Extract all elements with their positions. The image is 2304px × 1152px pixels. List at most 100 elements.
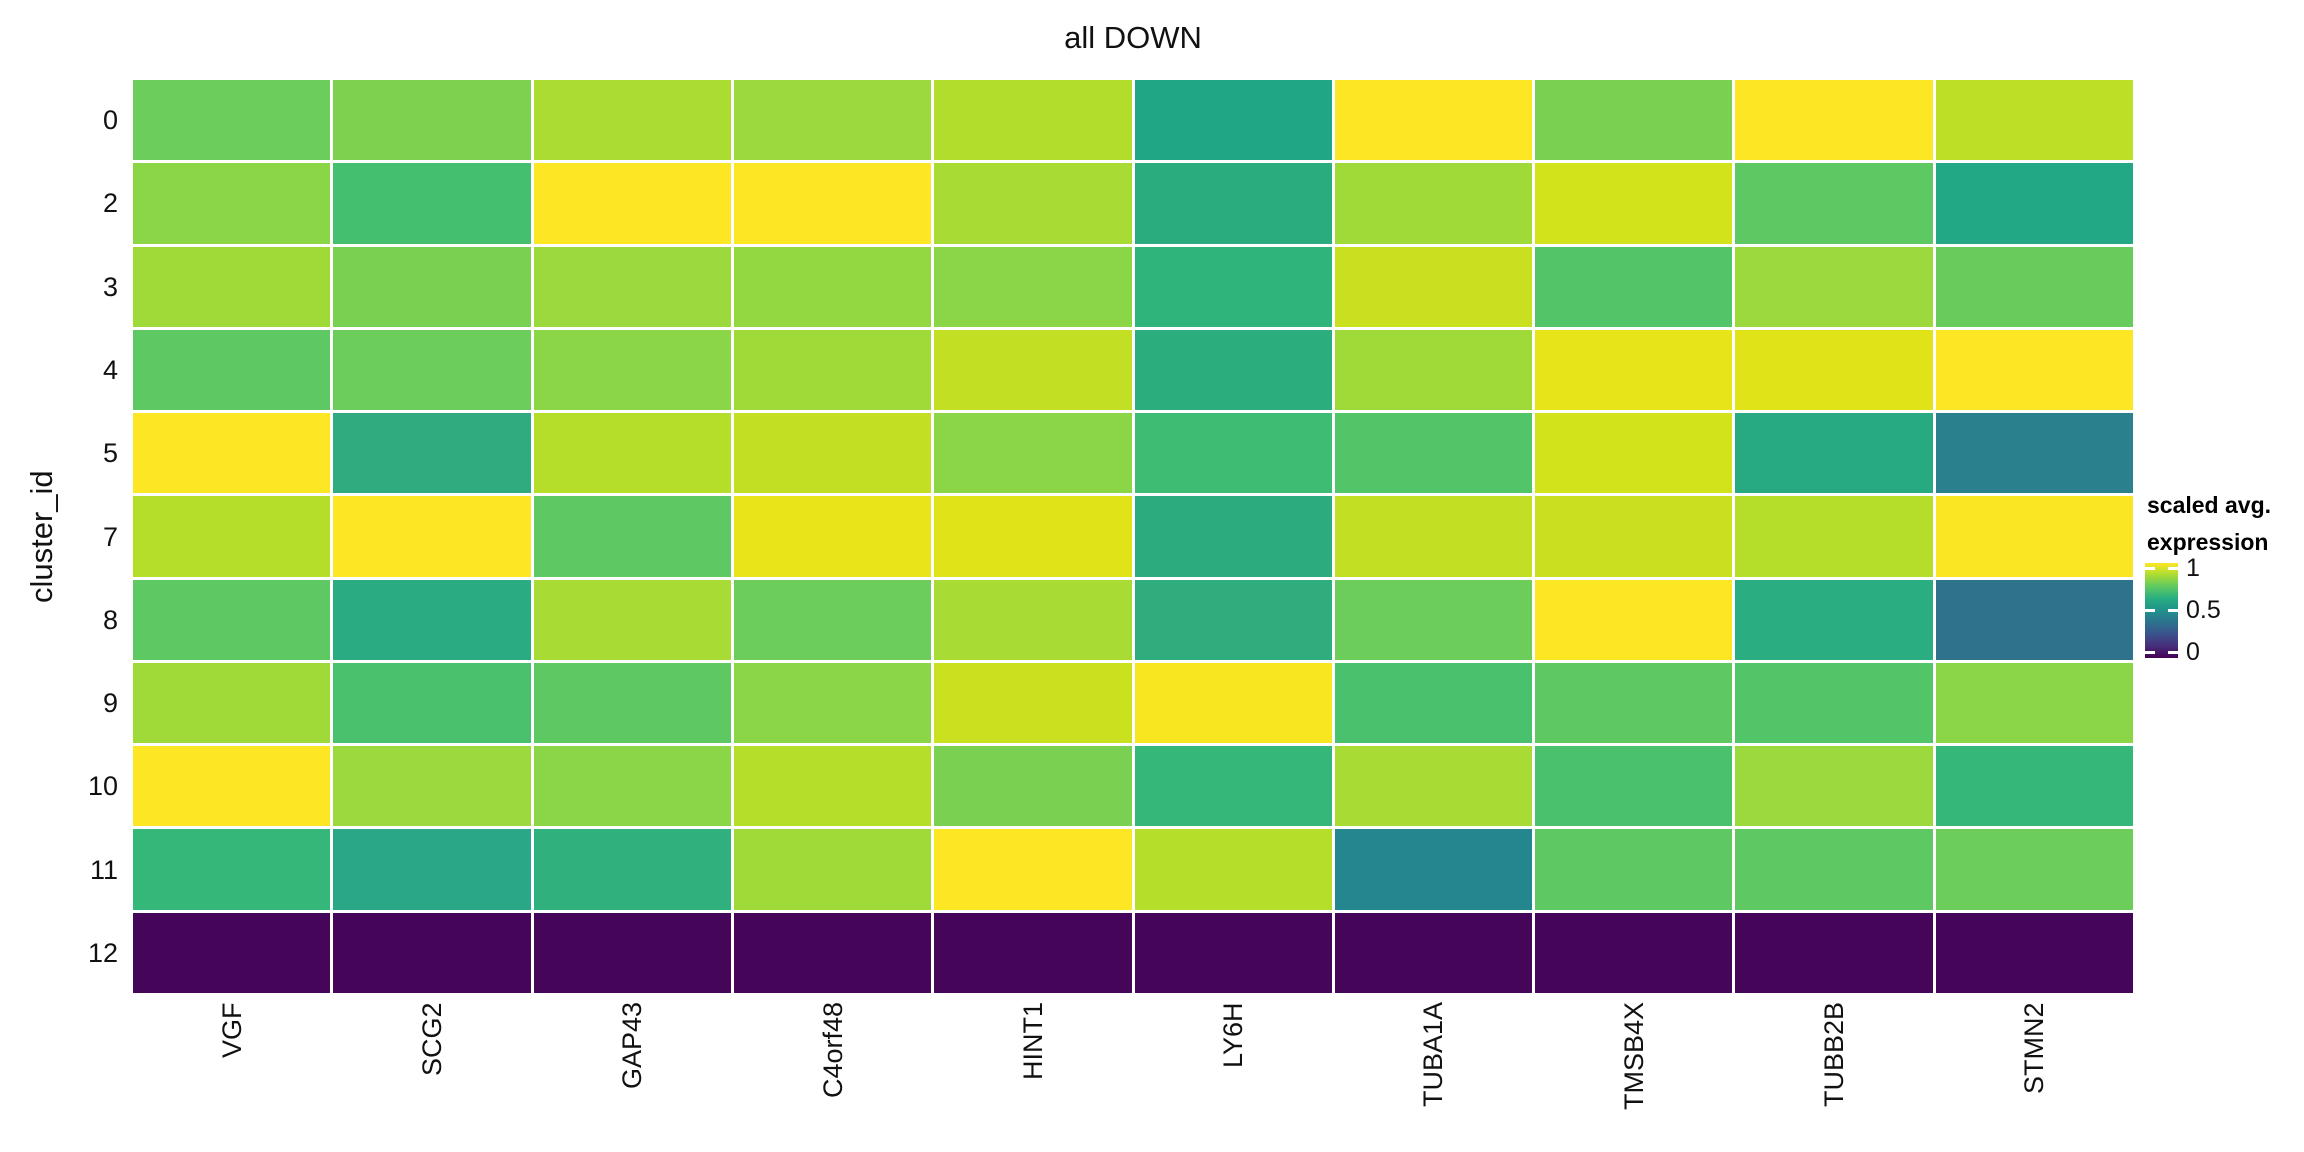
- heatmap-cell: [1134, 829, 1332, 910]
- heatmap-cell: [533, 413, 731, 494]
- heatmap-cell: [733, 829, 932, 910]
- heatmap-cell: [133, 246, 331, 327]
- heatmap-cell: [333, 246, 531, 327]
- heatmap-cell: [1334, 746, 1533, 827]
- heatmap-cell: [1535, 912, 1733, 993]
- heatmap-cell: [533, 496, 731, 577]
- heatmap-cell: [1334, 579, 1533, 660]
- heatmap-cell: [934, 496, 1132, 577]
- heatmap-cell: [1334, 662, 1533, 744]
- heatmap-cell: [533, 246, 731, 327]
- heatmap-cell: [133, 662, 331, 744]
- heatmap-cell: [1334, 829, 1533, 910]
- heatmap-cell: [1134, 579, 1332, 660]
- heatmap-cell: [733, 662, 932, 744]
- heatmap-cell: [934, 413, 1132, 494]
- heatmap-cell: [1535, 80, 1733, 161]
- heatmap-cell: [333, 746, 531, 827]
- heatmap-cell: [333, 579, 531, 660]
- y-tick-label: 7: [102, 521, 118, 552]
- heatmap-cell: [934, 829, 1132, 910]
- x-tick-label: LY6H: [1218, 1002, 1249, 1068]
- heatmap-cell: [533, 80, 731, 161]
- heatmap-cell: [1334, 496, 1533, 577]
- heatmap-cell: [1334, 246, 1533, 327]
- heatmap-cell: [1535, 829, 1733, 910]
- heatmap-cell: [1935, 912, 2133, 993]
- y-tick-label: 0: [102, 105, 118, 136]
- heatmap-cell: [333, 163, 531, 244]
- y-tick-label: 12: [87, 937, 118, 968]
- heatmap-cell: [1735, 912, 1933, 993]
- heatmap-cell: [1735, 496, 1933, 577]
- legend-tick: [2168, 566, 2178, 570]
- heatmap-cell: [1535, 329, 1733, 411]
- heatmap-cell: [133, 829, 331, 910]
- heatmap-cell: [1134, 496, 1332, 577]
- heatmap-cell: [1735, 329, 1933, 411]
- heatmap-cell: [934, 746, 1132, 827]
- x-tick-label: C4orf48: [817, 1002, 848, 1099]
- heatmap-cell: [133, 80, 331, 161]
- y-tick-label: 2: [102, 188, 118, 219]
- legend-tick: [2145, 650, 2155, 654]
- heatmap-cell: [934, 912, 1132, 993]
- heatmap-cell: [533, 912, 731, 993]
- heatmap-cell: [333, 662, 531, 744]
- y-tick-label: 4: [102, 354, 118, 385]
- y-tick-label: 8: [102, 604, 118, 635]
- heatmap-cell: [1334, 413, 1533, 494]
- heatmap-cell: [1735, 163, 1933, 244]
- heatmap-cell: [733, 329, 932, 411]
- heatmap-cell: [1735, 579, 1933, 660]
- legend-tick-label: 0: [2186, 638, 2200, 667]
- heatmap-cell: [133, 329, 331, 411]
- heatmap-cell: [133, 912, 331, 993]
- heatmap-cell: [1535, 662, 1733, 744]
- heatmap-cell: [1935, 246, 2133, 327]
- heatmap-cell: [133, 163, 331, 244]
- heatmap-cell: [1134, 329, 1332, 411]
- heatmap-cell: [1334, 163, 1533, 244]
- heatmap-cell: [1735, 746, 1933, 827]
- heatmap-cell: [934, 246, 1132, 327]
- heatmap-cell: [533, 163, 731, 244]
- heatmap-cell: [333, 80, 531, 161]
- heatmap-cell: [934, 662, 1132, 744]
- heatmap-cell: [1935, 413, 2133, 494]
- x-tick-label: SCG2: [416, 1002, 447, 1076]
- y-tick-label: 5: [102, 438, 118, 469]
- heatmap-cell: [1935, 829, 2133, 910]
- legend-tick: [2168, 650, 2178, 654]
- legend-tick-label: 1: [2186, 554, 2200, 583]
- heatmap-cell: [533, 829, 731, 910]
- heatmap-cell: [533, 329, 731, 411]
- heatmap-cell: [934, 329, 1132, 411]
- heatmap-cell: [1935, 579, 2133, 660]
- heatmap-cell: [1935, 662, 2133, 744]
- heatmap-cell: [133, 746, 331, 827]
- heatmap-cell: [333, 912, 531, 993]
- legend-tick: [2145, 608, 2155, 612]
- heatmap-cell: [1735, 80, 1933, 161]
- heatmap-cell: [1535, 246, 1733, 327]
- heatmap-cell: [1334, 80, 1533, 161]
- heatmap-cell: [1535, 496, 1733, 577]
- heatmap-cell: [333, 413, 531, 494]
- x-tick-label: HINT1: [1017, 1002, 1048, 1081]
- heatmap-cell: [133, 579, 331, 660]
- legend-tick: [2145, 566, 2155, 570]
- heatmap-cell: [1735, 829, 1933, 910]
- heatmap-cell: [733, 496, 932, 577]
- heatmap-cell: [1535, 746, 1733, 827]
- y-tick-label: 3: [102, 271, 118, 302]
- legend-title-line2: expression: [2147, 529, 2269, 555]
- heatmap-cell: [533, 662, 731, 744]
- heatmap-cell: [934, 163, 1132, 244]
- heatmap-cell: [1134, 246, 1332, 327]
- heatmap-cell: [1535, 163, 1733, 244]
- plot-title: all DOWN: [1064, 20, 1202, 55]
- heatmap-cell: [1134, 662, 1332, 744]
- y-tick-label: 11: [89, 854, 118, 885]
- heatmap-cell: [1334, 912, 1533, 993]
